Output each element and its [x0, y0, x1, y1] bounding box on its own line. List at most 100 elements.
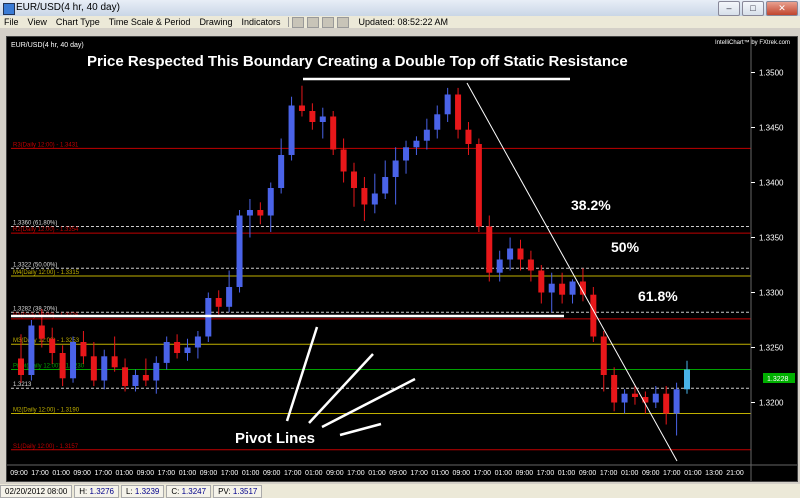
level-label: R2(Daily 12:00) - 1.3354 [13, 227, 79, 233]
x-tick-label: 17:00 [663, 470, 681, 477]
candle-body [434, 114, 441, 130]
candle [684, 360, 690, 394]
y-tick-label: 1.3250 [759, 344, 784, 353]
candle-body [142, 375, 149, 381]
candle [413, 136, 420, 155]
y-tick-label: 1.3400 [759, 179, 784, 188]
x-tick-label: 17:00 [537, 470, 555, 477]
candle [465, 122, 472, 155]
pivot-caption: Pivot Lines [235, 430, 315, 447]
toolbar-button-print[interactable] [292, 16, 305, 28]
candle-body [194, 336, 201, 348]
candle [257, 202, 264, 225]
maximize-button[interactable]: □ [742, 1, 764, 16]
candle-body [486, 226, 493, 273]
y-tick-label: 1.3350 [759, 234, 784, 243]
x-tick-label: 09:00 [137, 470, 155, 477]
candle-body [475, 144, 482, 227]
candle-body [403, 147, 410, 161]
candle [90, 342, 97, 386]
x-axis: 09:00 17:00 01:00 09:00 17:00 01:00 09:00 17:00… [7, 464, 797, 477]
level-label: 1.3282 (38.20%) [13, 306, 57, 312]
candle-body [423, 129, 430, 141]
window-titlebar: EUR/USD(4 hr, 40 day) – □ ✕ [0, 0, 800, 17]
candle-body [507, 248, 514, 260]
status-high: H: 1.3276 [74, 484, 119, 498]
pivot-arrow [321, 377, 416, 429]
candle [153, 356, 160, 394]
candle-body [684, 369, 690, 390]
x-tick-label: 01:00 [684, 470, 702, 477]
x-tick-label: 01:00 [242, 470, 260, 477]
candle-body [246, 210, 253, 216]
candle [392, 147, 399, 205]
candle-body [590, 294, 597, 337]
x-tick-label: 17:00 [410, 470, 428, 477]
candle [444, 87, 451, 122]
candle-body [70, 342, 77, 379]
candle-body [49, 338, 56, 353]
chart-panel[interactable]: R3(Daily 12:00) - 1.3431 1.3360 (61.80%) R… [6, 36, 798, 482]
candle-body [631, 393, 638, 397]
x-tick-label: 17:00 [31, 470, 49, 477]
candle [538, 265, 545, 304]
candle [475, 138, 482, 232]
candle [18, 334, 24, 383]
candle-body [569, 281, 576, 295]
pivot-arrow [285, 326, 319, 422]
candle-body [548, 283, 555, 293]
candle-body [184, 347, 191, 353]
x-tick-label: 09:00 [326, 470, 344, 477]
menu-chart-type[interactable]: Chart Type [55, 17, 100, 27]
candle-body [340, 149, 347, 172]
candle [621, 389, 628, 414]
toolbar-button-refresh[interactable] [337, 16, 350, 28]
menu-time-scale[interactable]: Time Scale & Period [108, 17, 191, 27]
candle-body [465, 129, 472, 144]
level-label: 1.3360 (61.80%) [13, 221, 57, 227]
candle [70, 336, 77, 383]
menu-indicators[interactable]: Indicators [241, 17, 281, 27]
candle-body [455, 94, 462, 130]
y-tick-label: 1.3200 [759, 399, 784, 408]
level-label: M2(Daily 12:00) - 1.3190 [13, 408, 80, 414]
candle-body [298, 105, 305, 111]
x-tick-label: 09:00 [200, 470, 218, 477]
candle-body [111, 356, 118, 368]
pivot-arrows [285, 326, 416, 437]
menu-view[interactable]: View [27, 17, 47, 27]
x-tick-label: 01:00 [179, 470, 197, 477]
x-tick-label: 17:00 [284, 470, 302, 477]
candle-body [413, 140, 420, 148]
candle [486, 215, 493, 282]
candle-body [174, 342, 181, 353]
candle-body [673, 389, 680, 414]
close-button[interactable]: ✕ [766, 1, 798, 16]
level-label: R3(Daily 12:00) - 1.3431 [13, 142, 79, 148]
level-lines: R3(Daily 12:00) - 1.3431 1.3360 (61.80%)R… [11, 142, 751, 451]
candle-body [163, 342, 170, 363]
minimize-button[interactable]: – [718, 1, 740, 16]
status-pv: PV: 1.3517 [213, 484, 263, 498]
x-tick-label: 09:00 [73, 470, 91, 477]
candle-body [236, 215, 243, 287]
annotation-title: Price Respected This Boundary Creating a… [87, 53, 628, 70]
candle [319, 107, 326, 139]
candle-body [621, 393, 628, 403]
symbol-label: EUR/USD(4 hr, 40 day) [11, 42, 84, 49]
price-chart[interactable]: R3(Daily 12:00) - 1.3431 1.3360 (61.80%)R… [7, 37, 797, 481]
candle [215, 290, 222, 315]
x-tick-label: 01:00 [52, 470, 70, 477]
x-tick-label: 01:00 [431, 470, 449, 477]
toolbar-button-zoom-out[interactable] [322, 16, 335, 28]
x-tick-label: 13:00 [705, 470, 723, 477]
menu-drawing[interactable]: Drawing [199, 17, 233, 27]
candle-body [538, 270, 545, 293]
candle [278, 138, 285, 194]
candle [642, 391, 649, 414]
candle-body [28, 325, 35, 375]
y-tick-label: 1.3300 [759, 289, 784, 298]
candle [330, 111, 337, 155]
toolbar-button-zoom-in[interactable] [307, 16, 320, 28]
menu-file[interactable]: File [4, 17, 19, 27]
